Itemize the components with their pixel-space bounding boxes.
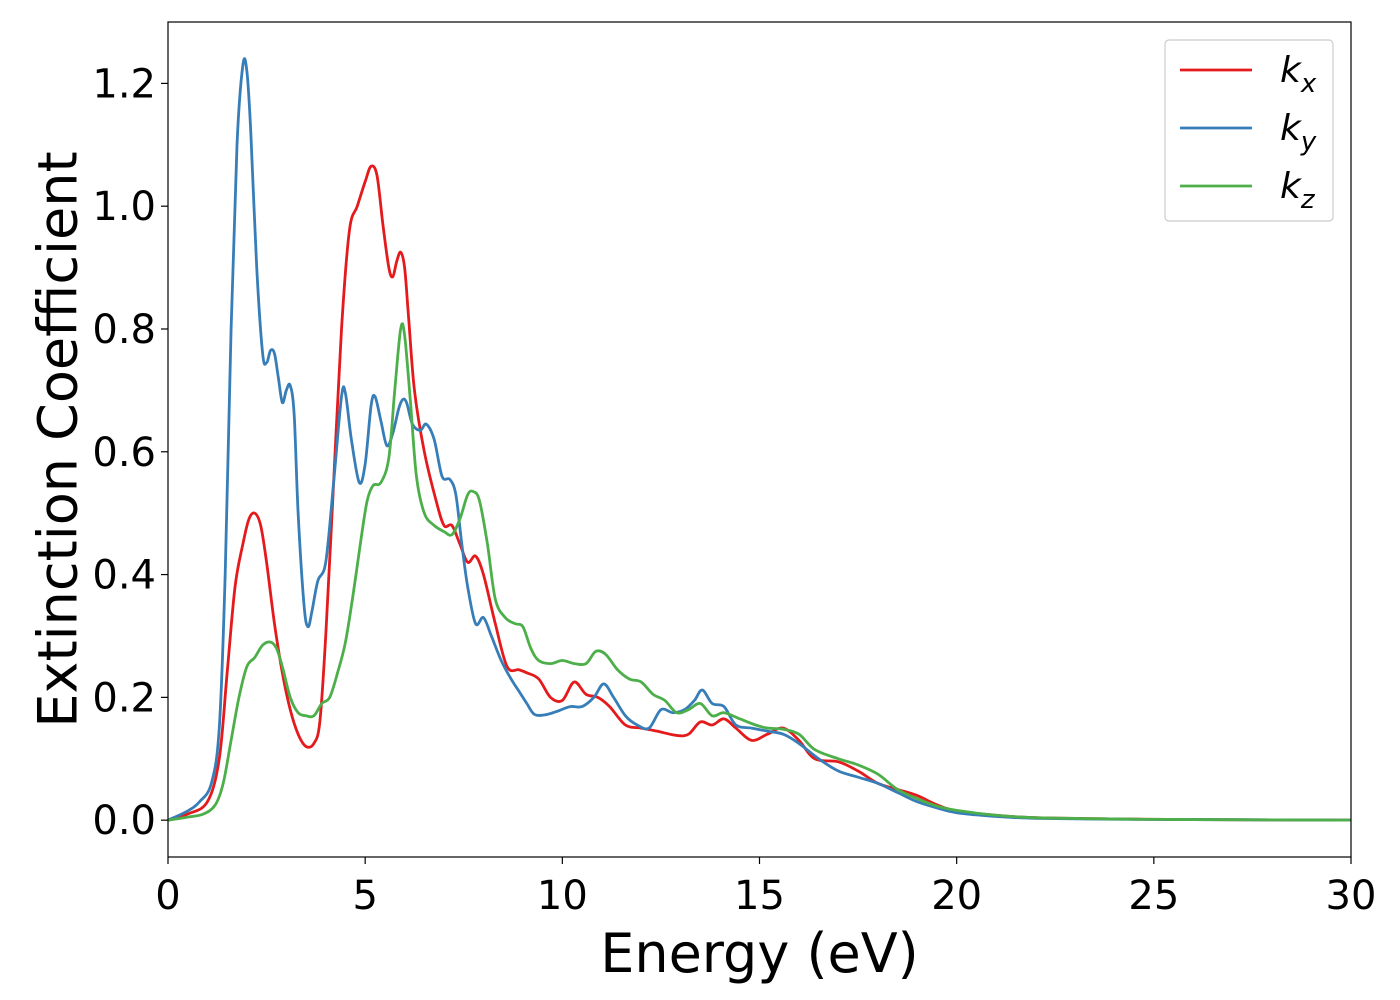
legend: kx ky kz [1164, 39, 1334, 222]
y-tick-label: 0.6 [92, 430, 156, 476]
legend-label-kx: kx [1280, 50, 1317, 99]
legend-label-ky: ky [1280, 108, 1317, 157]
legend-box [1164, 39, 1334, 222]
y-axis-label: Extinction Coefficient [27, 151, 90, 727]
y-tick-label: 0.0 [92, 798, 156, 844]
series-line-ky [168, 57, 1351, 822]
y-tick-label: 0.8 [92, 307, 156, 353]
legend-label-kz: kz [1280, 166, 1316, 215]
x-tick-label: 15 [734, 873, 785, 919]
series-line-kx [168, 164, 1351, 822]
x-tick-label: 0 [155, 873, 180, 919]
x-tick-label: 20 [931, 873, 982, 919]
x-tick-label: 25 [1128, 873, 1179, 919]
ticks-layer: 0 5 10 15 20 25 30 0.0 0.2 0.4 0.6 0.8 1.0 1.2 [92, 61, 1376, 919]
x-tick-label: 10 [537, 873, 588, 919]
y-tick-label: 0.4 [92, 553, 156, 599]
x-tick-label: 5 [352, 873, 377, 919]
y-tick-label: 1.2 [92, 61, 156, 107]
y-tick-label: 0.2 [92, 675, 156, 721]
y-tick-label: 1.0 [92, 184, 156, 230]
series-layer [168, 57, 1351, 822]
x-axis-label: Energy (eV) [600, 922, 919, 985]
x-tick-label: 30 [1326, 873, 1377, 919]
series-line-kz [168, 322, 1351, 822]
